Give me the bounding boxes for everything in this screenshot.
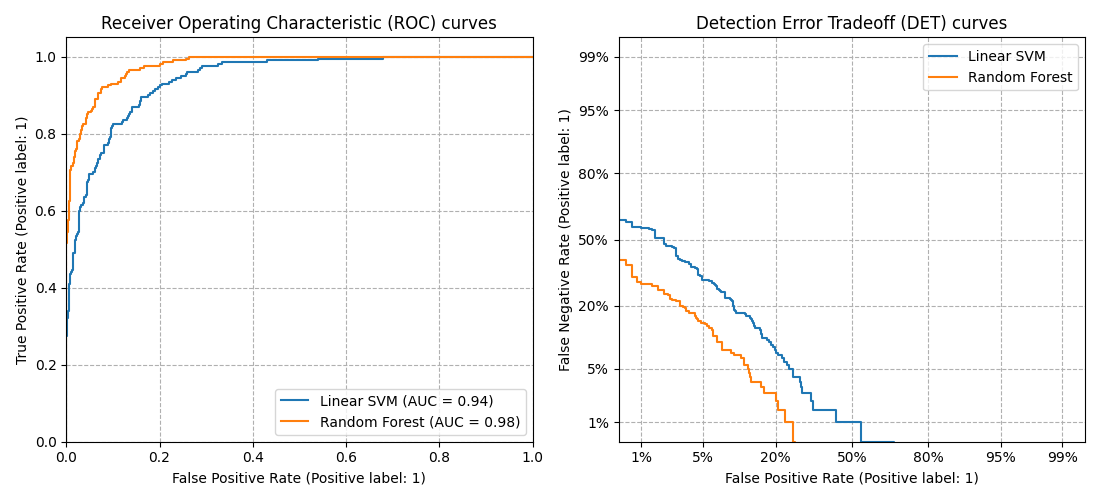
Linear SVM (AUC = 0.94) xyxy=(70,232,84,238)
Random Forest xyxy=(788,438,801,444)
Title: Receiver Operating Characteristic (ROC) curves: Receiver Operating Characteristic (ROC) … xyxy=(101,15,497,33)
Title: Detection Error Tradeoff (DET) curves: Detection Error Tradeoff (DET) curves xyxy=(696,15,1008,33)
Legend: Linear SVM, Random Forest: Linear SVM, Random Forest xyxy=(923,44,1078,90)
Linear SVM (AUC = 0.94) xyxy=(104,130,118,136)
Linear SVM xyxy=(790,374,803,380)
Random Forest xyxy=(778,407,791,413)
Linear SVM xyxy=(572,190,585,196)
Random Forest (AUC = 0.98) xyxy=(133,67,146,73)
Random Forest (AUC = 0.98) xyxy=(526,54,539,60)
Linear SVM (AUC = 0.94) xyxy=(59,438,73,444)
Linear SVM xyxy=(508,190,521,196)
Random Forest xyxy=(749,379,762,385)
X-axis label: False Positive Rate (Positive label: 1): False Positive Rate (Positive label: 1) xyxy=(725,471,979,485)
Y-axis label: False Negative Rate (Positive label: 1): False Negative Rate (Positive label: 1) xyxy=(559,108,573,371)
Line: Linear SVM (AUC = 0.94): Linear SVM (AUC = 0.94) xyxy=(66,56,532,442)
Legend: Linear SVM (AUC = 0.94), Random Forest (AUC = 0.98): Linear SVM (AUC = 0.94), Random Forest (… xyxy=(275,388,526,435)
Linear SVM (AUC = 0.94) xyxy=(132,102,145,107)
Linear SVM (AUC = 0.94) xyxy=(195,65,208,71)
Random Forest (AUC = 0.98) xyxy=(79,115,92,121)
Random Forest xyxy=(725,350,738,356)
Random Forest xyxy=(508,240,521,246)
Random Forest (AUC = 0.98) xyxy=(183,54,196,60)
Linear SVM (AUC = 0.94) xyxy=(88,169,101,175)
Random Forest xyxy=(740,362,754,368)
Random Forest (AUC = 0.98) xyxy=(101,84,114,90)
Random Forest xyxy=(572,240,585,246)
Linear SVM xyxy=(742,313,756,319)
Random Forest (AUC = 0.98) xyxy=(118,75,131,81)
X-axis label: False Positive Rate (Positive label: 1): False Positive Rate (Positive label: 1) xyxy=(173,471,427,485)
Linear SVM xyxy=(868,438,881,444)
Linear SVM xyxy=(738,310,751,316)
Random Forest (AUC = 0.98) xyxy=(67,154,80,160)
Linear SVM (AUC = 0.94) xyxy=(64,270,77,276)
Linear SVM (AUC = 0.94) xyxy=(526,54,539,60)
Linear SVM xyxy=(835,419,848,425)
Line: Linear SVM: Linear SVM xyxy=(515,192,894,500)
Random Forest (AUC = 0.98) xyxy=(66,164,79,170)
Random Forest (AUC = 0.98) xyxy=(59,438,73,444)
Random Forest xyxy=(763,390,777,396)
Line: Random Forest: Random Forest xyxy=(515,242,794,500)
Linear SVM (AUC = 0.94) xyxy=(377,54,390,60)
Linear SVM xyxy=(848,419,861,425)
Line: Random Forest (AUC = 0.98): Random Forest (AUC = 0.98) xyxy=(66,56,532,442)
Y-axis label: True Positive Rate (Positive label: 1): True Positive Rate (Positive label: 1) xyxy=(15,116,29,364)
